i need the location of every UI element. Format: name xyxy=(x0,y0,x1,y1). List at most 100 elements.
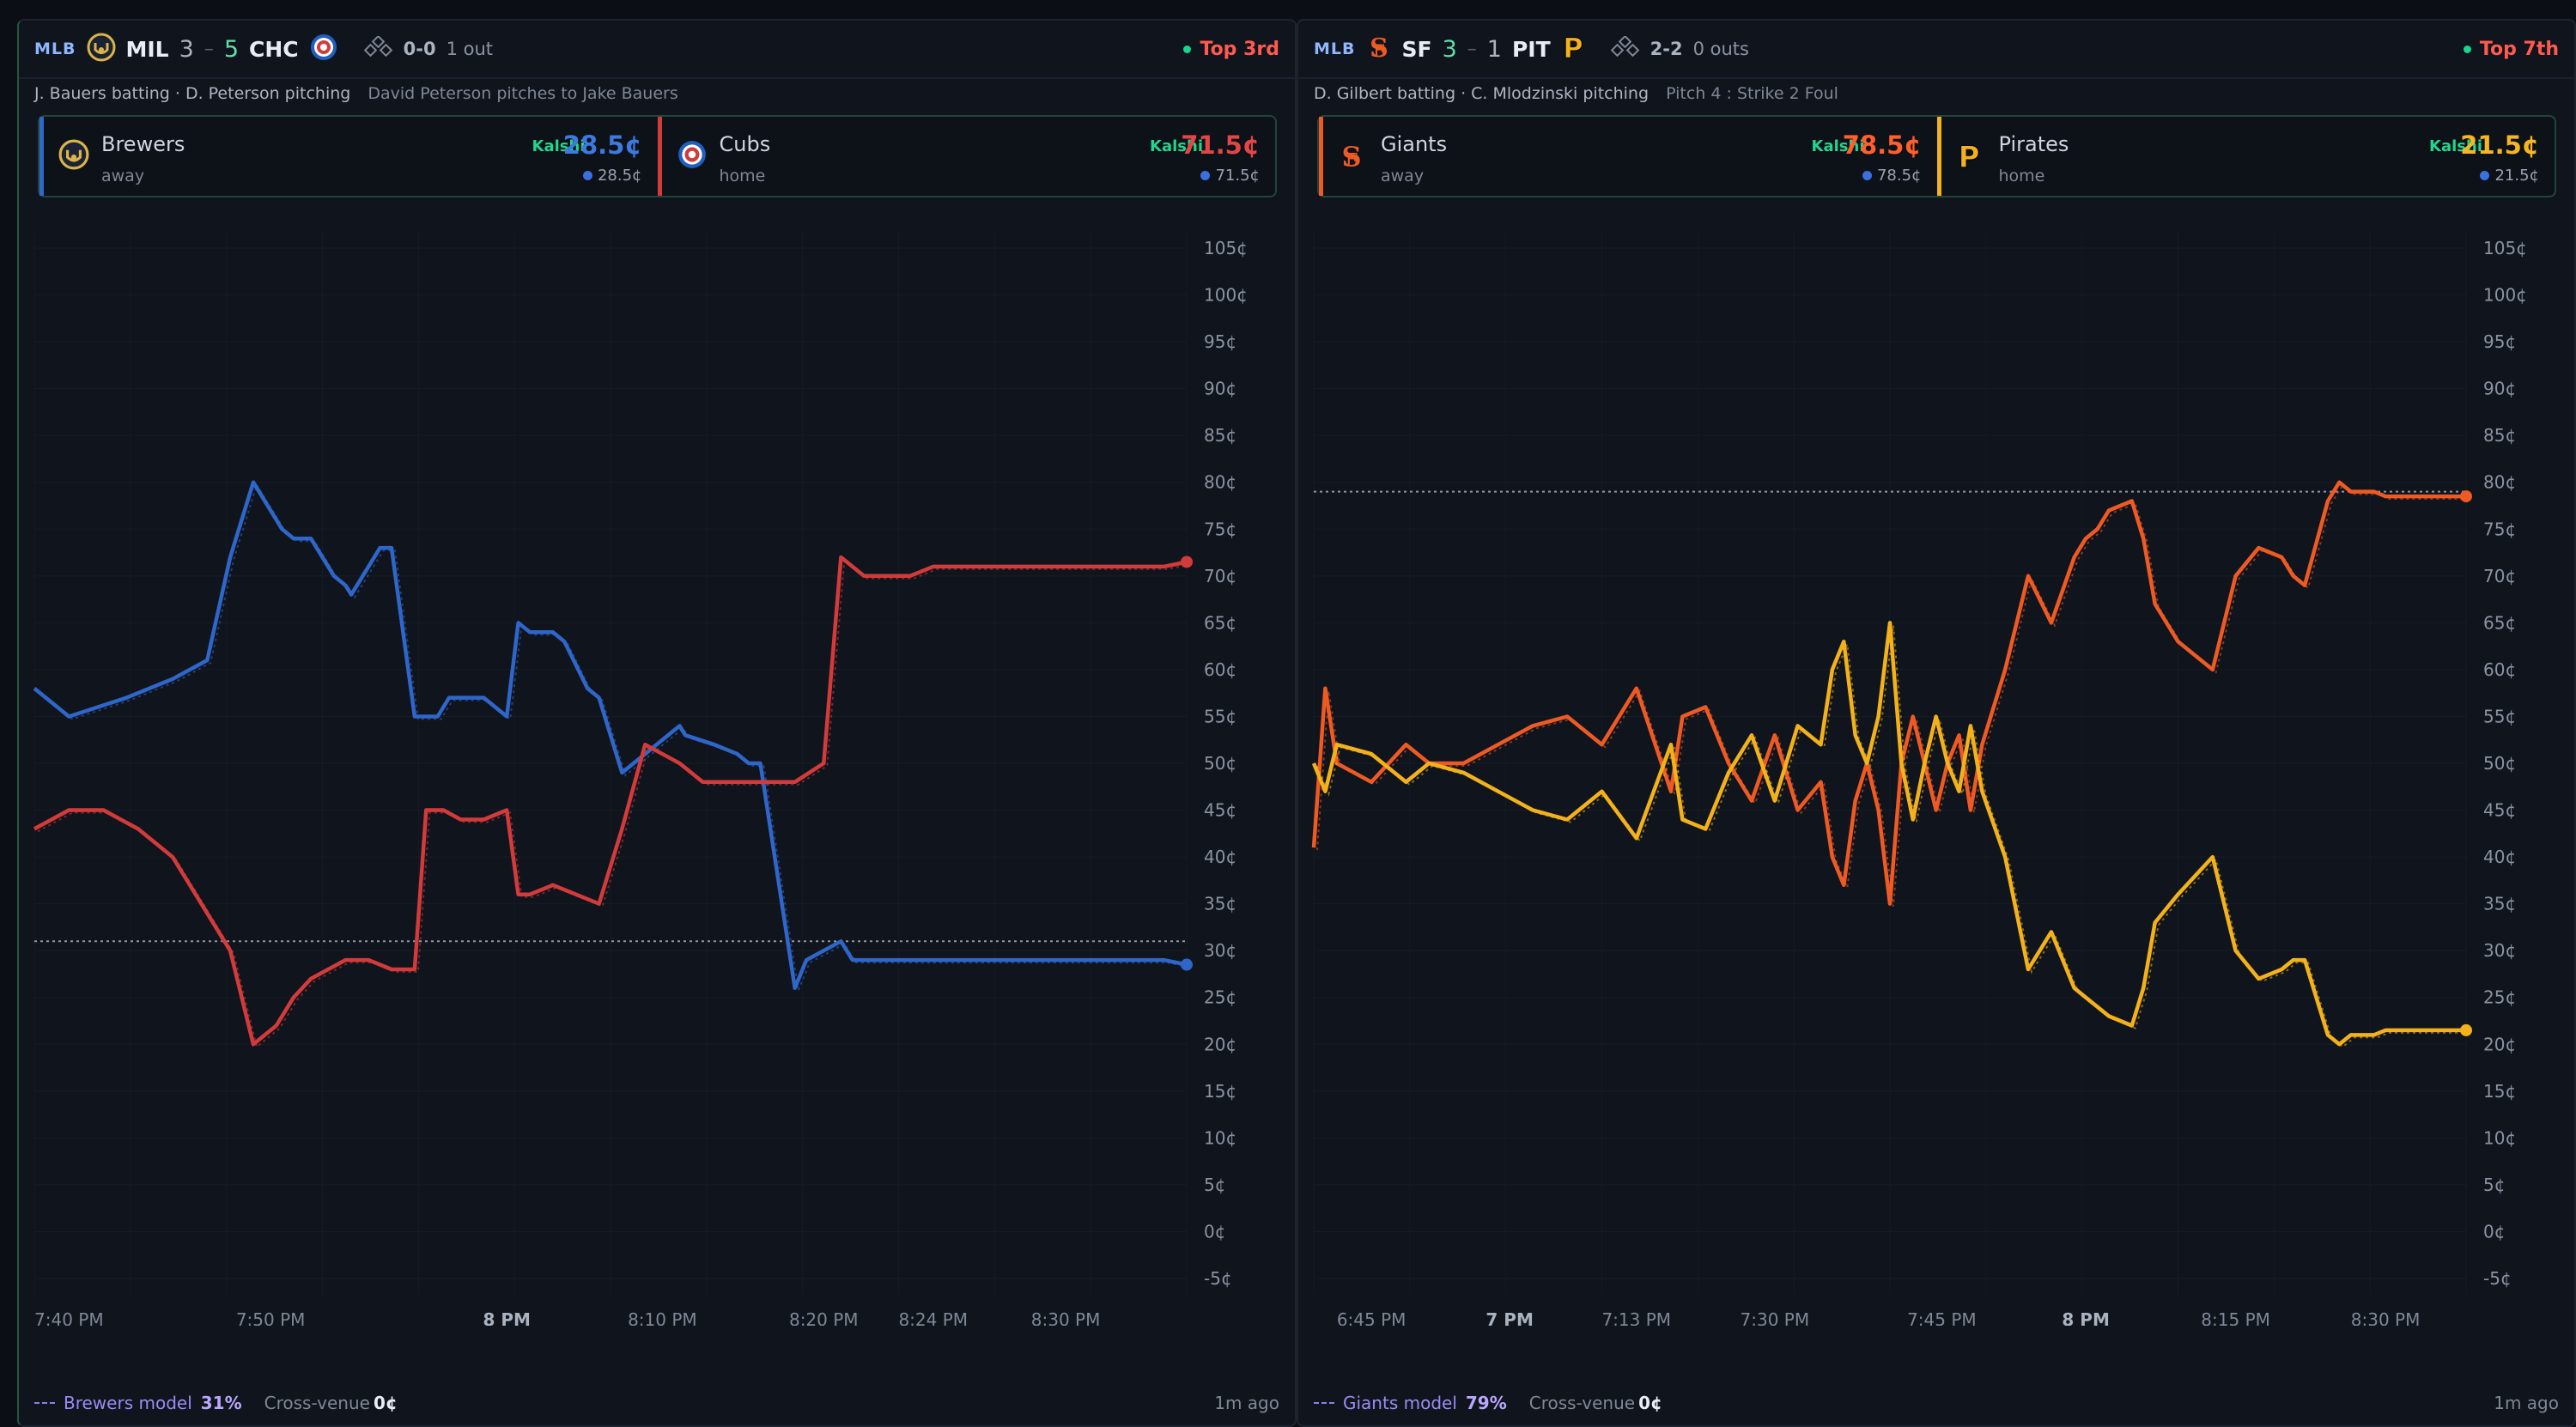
y-tick-label: 75¢ xyxy=(2483,519,2516,539)
team-name: Brewers xyxy=(101,132,185,156)
polymarket-price: 78.5¢ xyxy=(1876,167,1922,185)
svg-text:F: F xyxy=(1346,150,1358,172)
polymarket-icon xyxy=(582,171,592,180)
y-tick-label: 60¢ xyxy=(1204,659,1236,680)
y-tick-label: 105¢ xyxy=(2483,238,2527,258)
cross-venue-label: Cross-venue xyxy=(264,1393,370,1413)
svg-text:S: S xyxy=(1370,33,1388,63)
x-tick-label: 6:45 PM xyxy=(1337,1309,1406,1326)
inning-label: Top 3rd xyxy=(1200,38,1279,60)
bases-diamond-icon xyxy=(363,34,393,62)
y-tick-label: 25¢ xyxy=(1204,987,1236,1008)
svg-text:P: P xyxy=(1958,141,1979,173)
y-tick-label: 5¢ xyxy=(1204,1175,1225,1195)
polymarket-price-row: 71.5¢ xyxy=(1200,167,1260,185)
model-label: Brewers model xyxy=(64,1393,192,1413)
price-chart[interactable]: 105¢ 100¢ 95¢ 90¢ 85¢ 80¢ 75¢ 70¢ 65¢ 60¢ 55¢ 50¢ 45… xyxy=(19,209,1295,1326)
team-side: home xyxy=(1998,167,2045,185)
y-tick-label: 80¢ xyxy=(2483,472,2516,493)
team-side: away xyxy=(101,167,145,185)
series-endpoint-pirates xyxy=(2460,1023,2472,1036)
kalshi-price: 71.5¢ xyxy=(1181,131,1260,160)
kalshi-price: 28.5¢ xyxy=(562,131,642,160)
y-tick-label: 40¢ xyxy=(1204,847,1236,867)
pirates-logo-icon: P xyxy=(1561,32,1585,66)
inning-status: Top 7th xyxy=(2463,21,2559,77)
x-tick-label: 7 PM xyxy=(1485,1309,1533,1326)
market-card-brewers[interactable]: Brewers away Kalshi 28.5¢ 28.5¢ xyxy=(39,117,658,196)
y-tick-label: -5¢ xyxy=(1204,1268,1232,1289)
y-tick-label: 0¢ xyxy=(2483,1221,2505,1242)
y-tick-label: 20¢ xyxy=(1204,1034,1236,1054)
polymarket-price-row: 78.5¢ xyxy=(1862,167,1922,185)
kalshi-label: Kalshi xyxy=(532,137,586,155)
inning-status: Top 3rd xyxy=(1183,21,1279,77)
y-tick-label: 15¢ xyxy=(1204,1081,1236,1102)
play-event-text: David Peterson pitches to Jake Bauers xyxy=(368,84,678,103)
model-label: Giants model xyxy=(1343,1393,1457,1413)
y-tick-label: 5¢ xyxy=(2483,1175,2505,1195)
inning-label: Top 7th xyxy=(2479,38,2559,60)
market-card-cubs[interactable]: Cubs home Kalshi 71.5¢ 71.5¢ xyxy=(657,117,1276,196)
y-tick-label: 70¢ xyxy=(2483,566,2516,586)
team-name: Pirates xyxy=(1998,132,2069,156)
league-badge: MLB xyxy=(1314,39,1356,58)
at-bat-line: J. Bauers batting · D. Peterson pitching… xyxy=(34,84,678,103)
x-tick-label: 8:10 PM xyxy=(628,1309,697,1326)
y-tick-label: 50¢ xyxy=(1204,753,1236,774)
league-badge: MLB xyxy=(34,39,76,58)
brewers-logo-icon xyxy=(58,139,89,173)
x-tick-label: 8:24 PM xyxy=(898,1309,968,1326)
y-tick-label: 35¢ xyxy=(2483,894,2516,914)
y-tick-label: 45¢ xyxy=(1204,800,1236,821)
market-card-pirates[interactable]: P Pirates home Kalshi 21.5¢ 21.5¢ xyxy=(1936,117,2555,196)
live-dot-icon xyxy=(2463,45,2471,53)
y-tick-label: 25¢ xyxy=(2483,987,2516,1008)
y-tick-label: 65¢ xyxy=(1204,612,1236,633)
series-endpoint-brewers xyxy=(1181,958,1193,971)
score-separator: – xyxy=(1467,38,1477,60)
y-tick-label: 30¢ xyxy=(1204,940,1236,961)
kalshi-price: 21.5¢ xyxy=(2460,131,2539,160)
market-cards: Brewers away Kalshi 28.5¢ 28.5¢ Cubs hom… xyxy=(38,115,1277,197)
away-team-abbr: MIL xyxy=(125,36,169,62)
cross-venue-label: Cross-venue xyxy=(1528,1393,1636,1413)
x-tick-label: 8 PM xyxy=(483,1309,530,1326)
x-tick-label: 7:30 PM xyxy=(1741,1309,1810,1326)
x-tick-label: 7:40 PM xyxy=(34,1309,104,1326)
x-tick-label: 8 PM xyxy=(2062,1309,2109,1326)
polymarket-price: 21.5¢ xyxy=(2494,167,2539,185)
y-tick-label: 70¢ xyxy=(1204,566,1236,586)
away-score: 3 xyxy=(1442,35,1457,63)
x-tick-label: 8:30 PM xyxy=(2351,1309,2421,1326)
away-team-abbr: SF xyxy=(1401,36,1432,62)
polymarket-price-row: 21.5¢ xyxy=(2480,167,2539,185)
price-chart[interactable]: 105¢ 100¢ 95¢ 90¢ 85¢ 80¢ 75¢ 70¢ 65¢ 60¢ 55¢ 50¢ 45… xyxy=(1298,209,2574,1326)
brewers-logo-icon xyxy=(87,33,116,65)
polymarket-icon xyxy=(2480,171,2490,180)
y-tick-label: 85¢ xyxy=(2483,425,2516,446)
updated-time: 1m ago xyxy=(2494,1393,2559,1413)
y-tick-label: -5¢ xyxy=(2483,1268,2512,1289)
y-tick-label: 90¢ xyxy=(1204,379,1236,399)
x-tick-label: 8:30 PM xyxy=(1031,1309,1101,1326)
y-tick-label: 55¢ xyxy=(2483,706,2516,726)
y-tick-label: 65¢ xyxy=(2483,612,2516,633)
series-endpoint-cubs xyxy=(1181,556,1193,568)
svg-text:P: P xyxy=(1563,32,1583,63)
at-bat-line: D. Gilbert batting · C. Mlodzinski pitch… xyxy=(1314,84,1838,103)
y-tick-label: 75¢ xyxy=(1204,519,1236,539)
game-panel-mil-chc[interactable]: MLB MIL 3 – 5 CHC 0-0 1 out Top 3rd J. B… xyxy=(17,19,1297,1427)
y-tick-label: 30¢ xyxy=(2483,940,2516,961)
y-tick-label: 85¢ xyxy=(1204,425,1236,446)
svg-text:S: S xyxy=(1341,141,1361,173)
series-line-giants xyxy=(1311,480,2466,906)
live-dot-icon xyxy=(1183,45,1192,53)
y-tick-label: 55¢ xyxy=(1204,706,1236,726)
x-tick-label: 8:15 PM xyxy=(2201,1309,2270,1326)
y-tick-label: 10¢ xyxy=(2483,1127,2516,1148)
